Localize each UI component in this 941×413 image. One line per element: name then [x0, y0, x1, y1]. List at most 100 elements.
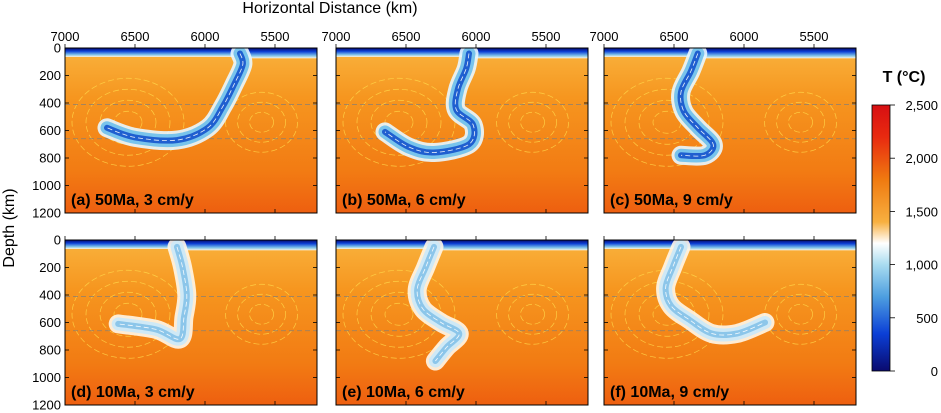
x-tick-label: 6500	[392, 29, 421, 44]
slab-streamline	[680, 53, 714, 157]
y-tick-label: 1000	[32, 370, 61, 385]
panel-label: (d) 10Ma, 3 cm/y	[71, 384, 195, 401]
incoming-plate	[336, 240, 434, 249]
incoming-plate	[65, 48, 240, 57]
overriding-plate	[236, 48, 317, 59]
model-panel: 0 200 400 600 800 1000 1200 (d) 10Ma, 3 cm/y	[32, 233, 318, 413]
x-tick-label: 6000	[462, 29, 491, 44]
x-tick-label: 7000	[590, 29, 619, 44]
flow-streamline	[624, 88, 710, 156]
slab-streamline	[416, 246, 460, 362]
colorbar-tick-label: 1,500	[905, 204, 938, 219]
panel-grid: 7000 6500 6000 5500020040060080010001200(a)…	[32, 29, 857, 413]
model-panel: (f) 10Ma, 9 cm/y	[603, 236, 857, 406]
flow-streamline	[788, 303, 813, 325]
x-tick-label: 7000	[322, 29, 351, 44]
flow-streamline	[508, 101, 557, 143]
flow-streamline	[776, 293, 825, 335]
y-tick-label: 800	[39, 151, 61, 166]
model-panel: 7000 6500 6000 5500 0 200 400 600 800 1000 1200 (a)…	[32, 29, 318, 221]
x-tick-label: 6000	[191, 29, 220, 44]
y-tick-label: 600	[39, 123, 61, 138]
x-axis-title: Horizontal Distance (km)	[242, 0, 417, 17]
slab-streamline	[384, 53, 475, 153]
incoming-plate	[604, 240, 681, 249]
mantle-temperature-field	[604, 48, 856, 213]
panel-label: (b) 50Ma, 6 cm/y	[342, 192, 466, 209]
y-tick-label: 1200	[32, 206, 61, 221]
colorbar-tick-label: 1,000	[905, 258, 938, 273]
y-tick-label: 200	[39, 68, 61, 83]
flow-streamline	[342, 77, 456, 167]
incoming-plate	[336, 48, 469, 57]
flow-streamline	[237, 101, 286, 143]
slab-streamline	[106, 53, 244, 142]
temperature-colorbar: T (°C) 2,500 2,000 1,500 1,000 500 0	[871, 69, 938, 379]
colorbar-tick-label: 0	[931, 364, 938, 379]
flow-streamline	[520, 303, 545, 325]
y-tick-label: 800	[39, 343, 61, 358]
overriding-plate	[173, 240, 317, 251]
flow-streamline	[249, 303, 274, 325]
flow-streamline	[776, 101, 825, 143]
flow-streamline	[342, 269, 456, 359]
flow-streamline	[496, 91, 569, 153]
incoming-plate	[65, 240, 177, 249]
y-tick-label: 600	[39, 315, 61, 330]
panel-label: (a) 50Ma, 3 cm/y	[71, 192, 194, 209]
panel-label: (f) 10Ma, 9 cm/y	[610, 384, 729, 401]
x-tick-label: 6500	[660, 29, 689, 44]
mantle-temperature-field	[336, 240, 588, 405]
flow-streamline	[384, 302, 414, 326]
y-tick-label: 0	[54, 233, 61, 248]
flow-streamline	[764, 91, 837, 153]
y-tick-label: 400	[39, 96, 61, 111]
model-panel: 7000 6500 6000 5500 (b) 50Ma, 6 cm/y	[322, 29, 589, 214]
flow-streamline	[610, 77, 724, 167]
overriding-plate	[693, 48, 856, 59]
flow-streamline	[249, 111, 274, 133]
colorbar-tick-label: 2,000	[905, 151, 938, 166]
y-tick-label: 400	[39, 288, 61, 303]
y-axis-title: Depth (km)	[1, 188, 18, 267]
x-tick-label: 6000	[730, 29, 759, 44]
flow-streamline	[520, 111, 545, 133]
mantle-temperature-field	[604, 240, 856, 405]
overriding-plate	[677, 240, 856, 251]
slab-streamline	[118, 246, 188, 340]
flow-streamline	[508, 293, 557, 335]
colorbar-ticks: 2,500 2,000 1,500 1,000 500 0	[890, 98, 938, 379]
overriding-plate	[465, 48, 588, 59]
flow-streamline	[225, 283, 298, 345]
flow-streamline	[85, 88, 171, 156]
y-tick-label: 1200	[32, 398, 61, 413]
colorbar-gradient	[871, 104, 891, 372]
overriding-plate	[430, 240, 588, 251]
model-panel: 7000 6500 6000 5500 (c) 50Ma, 9 cm/y	[590, 29, 857, 214]
slab-streamline	[665, 246, 766, 336]
colorbar-tick-label: 2,500	[905, 98, 938, 113]
flow-streamline	[788, 111, 813, 133]
incoming-plate	[604, 48, 698, 57]
panel-label: (e) 10Ma, 6 cm/y	[342, 384, 465, 401]
flow-streamline	[225, 91, 298, 153]
flow-streamline	[624, 280, 710, 348]
flow-streamline	[356, 88, 442, 156]
x-tick-label: 7000	[51, 29, 80, 44]
flow-streamline	[71, 77, 185, 167]
x-tick-label: 5500	[261, 29, 290, 44]
x-tick-label: 5500	[532, 29, 561, 44]
flow-streamline	[99, 291, 157, 337]
flow-streamline	[237, 293, 286, 335]
x-tick-label: 5500	[800, 29, 829, 44]
colorbar-tick-label: 500	[916, 311, 938, 326]
y-tick-label: 200	[39, 260, 61, 275]
flow-streamline	[496, 283, 569, 345]
flow-streamline	[85, 280, 171, 348]
x-tick-label: 6500	[121, 29, 150, 44]
y-tick-label: 0	[54, 41, 61, 56]
colorbar-title: T (°C)	[883, 69, 926, 86]
y-tick-label: 1000	[32, 178, 61, 193]
model-panel: (e) 10Ma, 6 cm/y	[335, 236, 589, 406]
